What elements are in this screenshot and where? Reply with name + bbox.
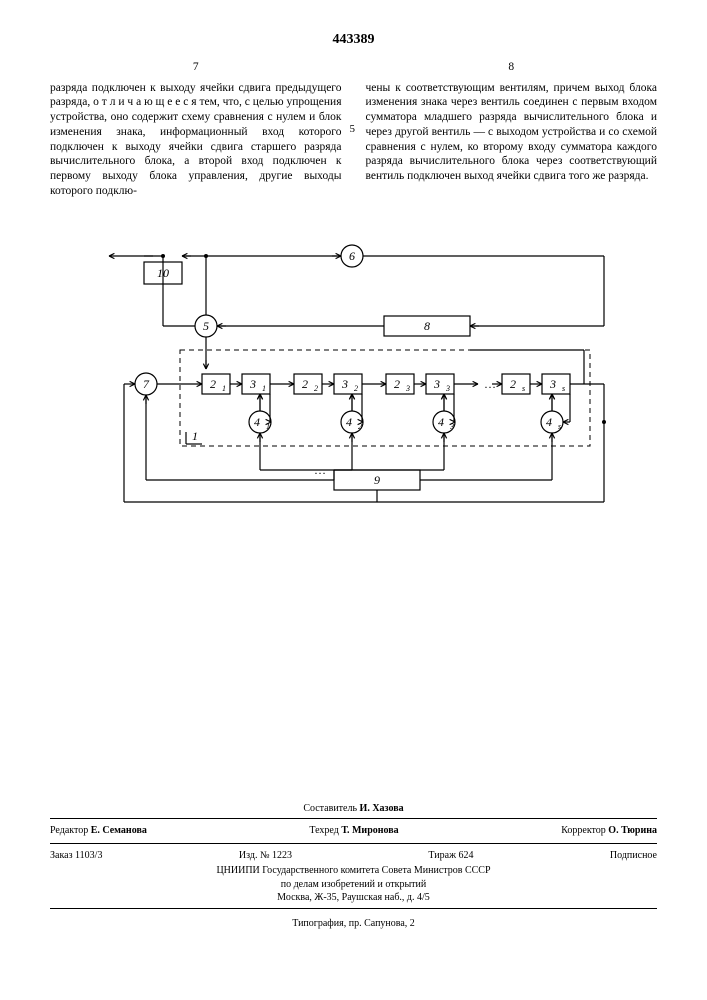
org-line-3: Москва, Ж-35, Раушская наб., д. 4/5 [50,891,657,905]
right-column: 8 5 чены к соответствующим вентилям, при… [366,60,658,198]
svg-text:8: 8 [424,319,430,333]
svg-text:1: 1 [262,384,266,393]
corrector-label: Корректор [561,825,606,836]
patent-number: 443389 [50,32,657,48]
page-num-left: 7 [50,60,342,75]
svg-text:3: 3 [445,384,450,393]
editor-name: Е. Семанова [91,825,147,836]
svg-text:3: 3 [433,377,440,391]
svg-text:4: 4 [254,415,260,429]
signed: Подписное [610,849,657,863]
compiler-name: И. Хазова [360,803,404,814]
svg-text:9: 9 [374,473,380,487]
right-text: чены к соответствующим вентилям, причем … [366,81,658,184]
org-line-1: ЦНИИПИ Государственного комитета Совета … [50,864,657,878]
diagram: 10892131223223332s3s5674142434s1…… [50,234,657,514]
tech-name: Т. Миронова [341,825,398,836]
svg-text:7: 7 [143,377,150,391]
page-num-right: 8 [366,60,658,75]
page: 443389 7 разряда подключен к выходу ячей… [0,0,707,1000]
left-column: 7 разряда подключен к выходу ячейки сдви… [50,60,342,198]
svg-text:s: s [562,384,565,393]
corrector-name: О. Тюрина [608,825,657,836]
tech-label: Техред [309,825,338,836]
svg-text:…: … [314,463,326,477]
svg-text:s: s [558,422,561,431]
svg-text:3: 3 [249,377,256,391]
svg-text:5: 5 [203,319,209,333]
tipografiya: Типография, пр. Сапунова, 2 [50,917,657,931]
svg-text:3: 3 [549,377,556,391]
order-num: Заказ 1103/3 [50,849,102,863]
svg-text:1: 1 [192,429,198,443]
margin-line-num: 5 [350,122,356,136]
svg-text:s: s [522,384,525,393]
svg-text:4: 4 [438,415,444,429]
svg-text:6: 6 [349,249,355,263]
svg-text:3: 3 [405,384,410,393]
text-columns: 7 разряда подключен к выходу ячейки сдви… [50,60,657,198]
credits-row: Редактор Е. Семанова Техред Т. Миронова … [50,822,657,840]
svg-text:2: 2 [302,377,308,391]
footer: Составитель И. Хазова Редактор Е. Семано… [50,802,657,931]
svg-text:3: 3 [341,377,348,391]
left-text: разряда подключен к выходу ячейки сдвига… [50,81,342,199]
svg-text:2: 2 [394,377,400,391]
publication-row: Заказ 1103/3 Изд. № 1223 Тираж 624 Подпи… [50,847,657,865]
svg-text:2: 2 [314,384,318,393]
tirazh: Тираж 624 [428,849,473,863]
svg-text:2: 2 [354,384,358,393]
svg-text:4: 4 [546,415,552,429]
svg-text:2: 2 [510,377,516,391]
circuit-diagram: 10892131223223332s3s5674142434s1…… [84,234,624,514]
editor-label: Редактор [50,825,88,836]
izd-num: Изд. № 1223 [239,849,292,863]
org-line-2: по делам изобретений и открытий [50,878,657,892]
svg-text:2: 2 [210,377,216,391]
svg-text:1: 1 [222,384,226,393]
compiler-label: Составитель [303,803,357,814]
svg-text:4: 4 [346,415,352,429]
